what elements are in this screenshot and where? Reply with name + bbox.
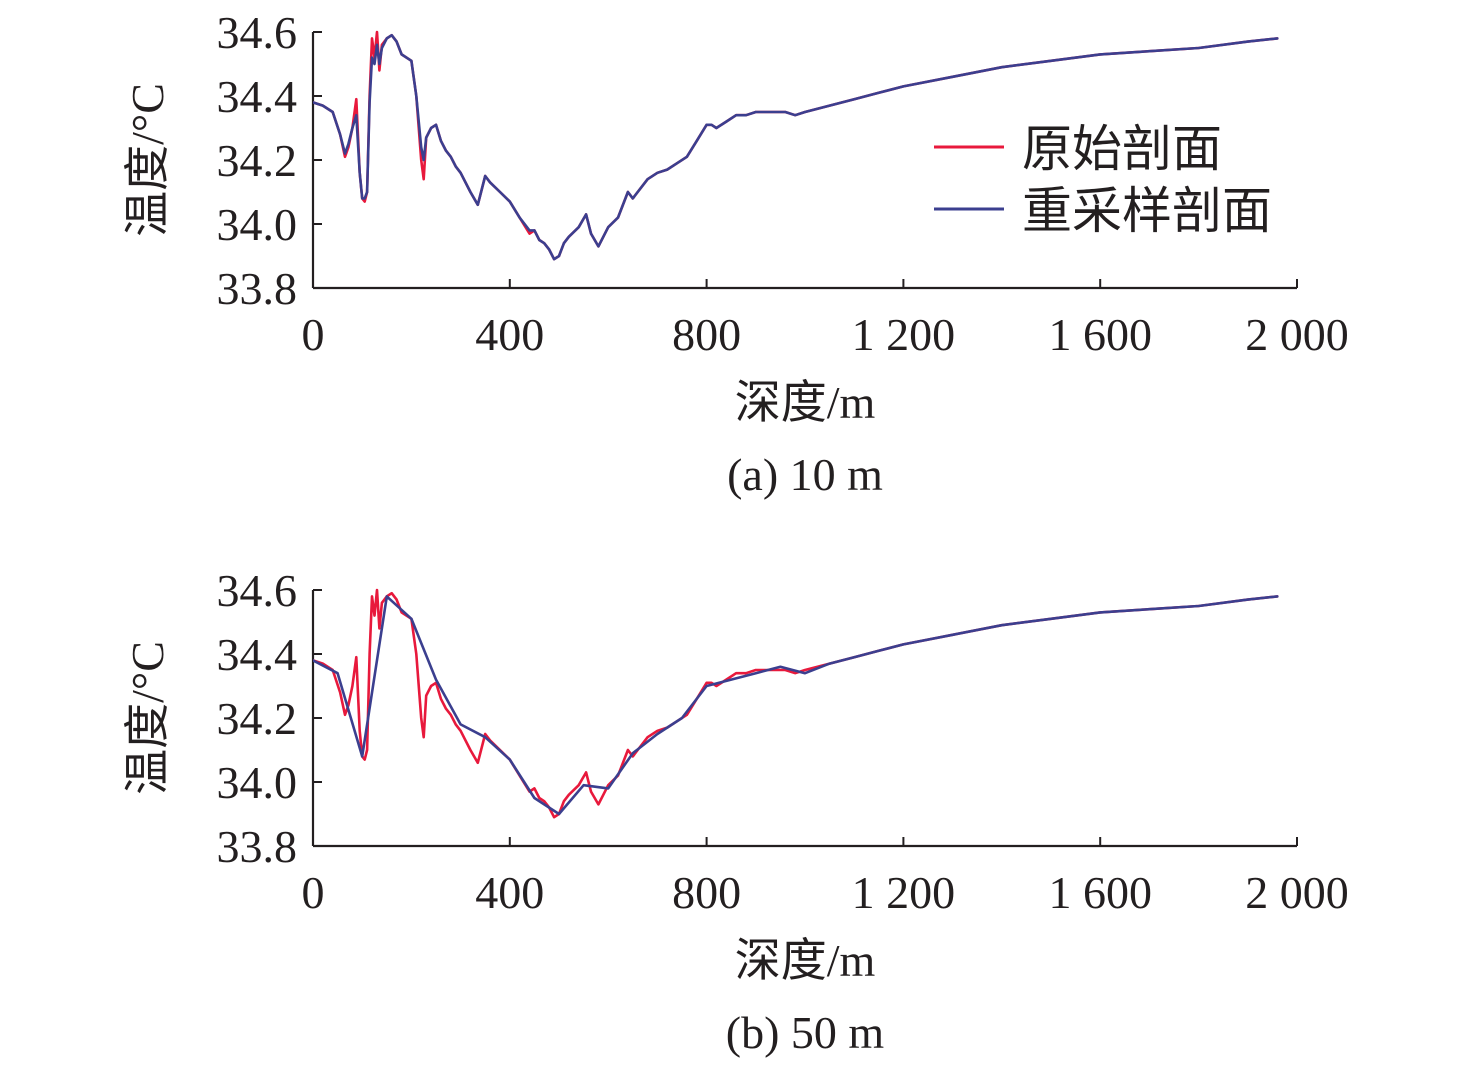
panel-b-x-tick-label: 1 600	[1048, 867, 1152, 918]
panel-a-y-tick-label: 33.8	[217, 263, 298, 314]
panel-a-y-tick-label: 34.4	[217, 71, 298, 122]
panel-b-y-tick-label: 33.8	[217, 821, 298, 872]
panel-a-x-tick-label: 1 600	[1048, 309, 1152, 360]
panel-a-x-tick-label: 0	[302, 309, 325, 360]
panel-b-caption: (b) 50 m	[726, 1007, 885, 1058]
panel-a-y-axis-title-text: 温度/°C	[122, 83, 173, 237]
panel-b-x-tick-label: 800	[672, 867, 741, 918]
panel-b-plot-area: 33.8 34.0 34.2 34.4 34.6 0 400 800 1 200 1 600 2 0…	[217, 565, 1349, 918]
panel-b-y-axis-title-text: 温度/°C	[122, 641, 173, 795]
panel-a-series-resampled-line	[313, 33, 1279, 261]
panel-b-x-axis-title: 深度/m	[735, 935, 876, 986]
panel-a-x-tick-label: 800	[672, 309, 741, 360]
panel-a-x-axis-title: 深度/m	[735, 377, 876, 428]
panel-a-y-tick-label: 34.6	[217, 7, 298, 58]
panel-b-series-original-line	[313, 588, 1279, 819]
panel-a-plot-area: 33.8 34.0 34.2 34.4 34.6 0 400 800 1 200 1 600 2 0…	[217, 7, 1349, 360]
panel-a-x-tick-label: 400	[475, 309, 544, 360]
panel-a-y-axis-title: 温度/°C	[122, 83, 173, 237]
legend-label-original: 原始剖面	[1022, 121, 1222, 177]
panel-b-series-resampled-line	[313, 595, 1279, 816]
panel-a-caption: (a) 10 m	[727, 449, 883, 500]
panel-a-y-tick-label: 34.2	[217, 135, 298, 186]
panel-b: 温度/°C 33.8 34.0 34.2 34.4 34.6 0 400 800 1 200 1 …	[122, 565, 1349, 1058]
panel-a-x-tick-label: 2 000	[1245, 309, 1349, 360]
panel-b-y-tick-label: 34.2	[217, 693, 298, 744]
panel-b-y-tick-label: 34.0	[217, 757, 298, 808]
panel-b-y-axis-title: 温度/°C	[122, 641, 173, 795]
panel-b-x-tick-label: 0	[302, 867, 325, 918]
panel-b-y-tick-label: 34.6	[217, 565, 298, 616]
panel-b-x-tick-label: 2 000	[1245, 867, 1349, 918]
panel-b-x-tick-label: 1 200	[852, 867, 956, 918]
legend: 原始剖面 重采样剖面	[934, 121, 1272, 239]
panel-a: 温度/°C 33.8 34.0 34.2 34.4 34.6 0 400 800 1 200 1 …	[122, 7, 1349, 500]
panel-a-x-tick-label: 1 200	[852, 309, 956, 360]
panel-b-y-tick-label: 34.4	[217, 629, 298, 680]
panel-a-y-tick-label: 34.0	[217, 199, 298, 250]
panel-b-x-tick-label: 400	[475, 867, 544, 918]
legend-label-resampled: 重采样剖面	[1022, 183, 1272, 239]
